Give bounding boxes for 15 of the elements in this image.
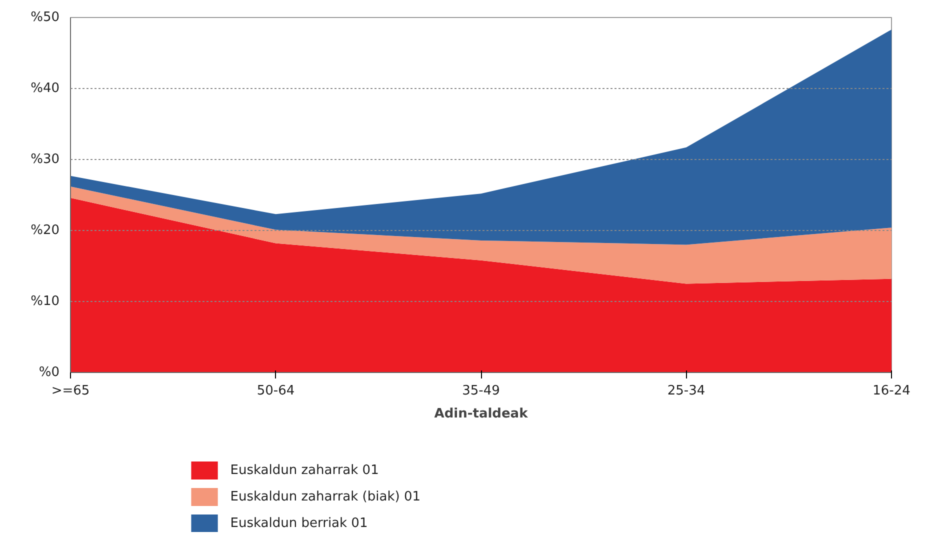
y-tick-label: %30	[30, 152, 60, 167]
x-tick-label: >=65	[51, 384, 90, 398]
x-tick-label: 16-24	[872, 384, 910, 398]
y-tick-label: %10	[30, 294, 60, 309]
legend-label: Euskaldun zaharrak 01	[230, 463, 379, 478]
y-tick-label: %0	[38, 365, 60, 380]
y-tick-label: %40	[30, 81, 60, 96]
legend-label: Euskaldun zaharrak (biak) 01	[230, 490, 420, 504]
y-tick-label: %20	[30, 223, 60, 238]
x-axis-title: Adin-taldeak	[434, 406, 528, 422]
x-tick-label: 35-49	[462, 384, 500, 398]
legend-label: Euskaldun berriak 01	[230, 516, 368, 531]
x-tick-label: 25-34	[667, 384, 706, 398]
x-tick-label: 50-64	[256, 384, 295, 398]
y-tick-label: %50	[30, 10, 60, 25]
